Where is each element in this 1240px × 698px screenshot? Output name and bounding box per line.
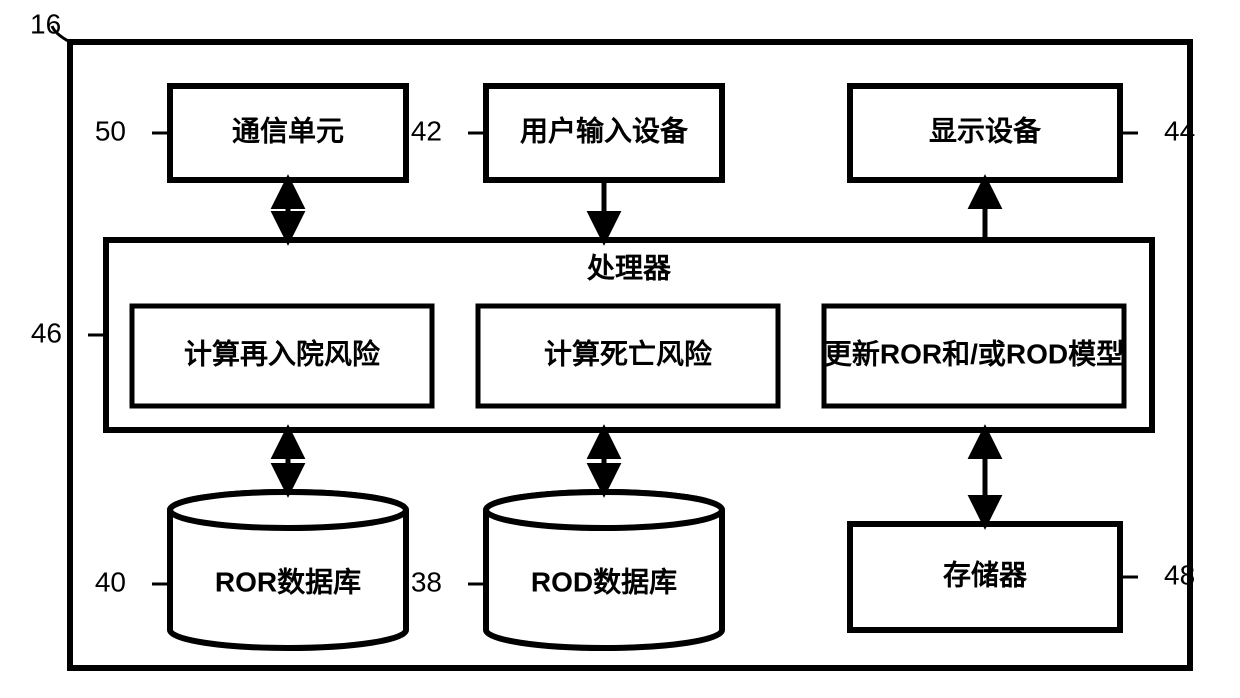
label-display: 显示设备 [929, 115, 1042, 146]
label-memory: 存储器 [943, 558, 1028, 590]
outer-number: 16 [30, 8, 61, 39]
label-rodDb: ROD数据库 [531, 566, 677, 597]
label-rorDb: ROR数据库 [215, 566, 361, 597]
label-comm: 通信单元 [232, 115, 344, 146]
label-processor: 处理器 [586, 252, 672, 283]
svg-text:48: 48 [1164, 559, 1195, 590]
svg-text:42: 42 [411, 115, 442, 146]
label-processor-inner-0: 计算再入院风险 [184, 337, 381, 369]
label-processor-inner-2: 更新ROR和/或ROD模型 [824, 338, 1124, 369]
svg-text:46: 46 [31, 317, 62, 348]
svg-text:44: 44 [1164, 115, 1195, 146]
svg-text:40: 40 [95, 566, 126, 597]
svg-text:38: 38 [411, 566, 442, 597]
label-processor-inner-1: 计算死亡风险 [544, 337, 713, 369]
svg-text:50: 50 [95, 115, 126, 146]
node-processor: 处理器计算再入院风险 计算死亡风险 更新ROR和/或ROD模型 46 [31, 240, 1152, 430]
label-userinput: 用户输入设备 [520, 114, 689, 146]
